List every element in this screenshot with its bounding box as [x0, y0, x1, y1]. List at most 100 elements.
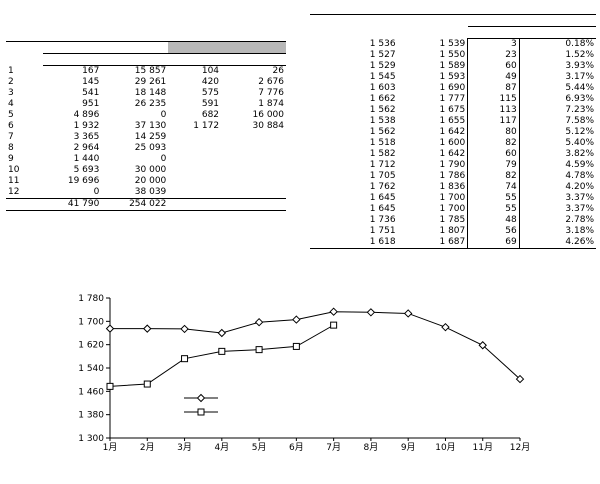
diff-cell: 79 — [467, 160, 520, 171]
mom-cell: 3.37% — [518, 204, 596, 215]
x-tick-label: 8月 — [364, 442, 379, 453]
market-cell — [310, 204, 319, 215]
y-tick-label: 1 780 — [78, 294, 104, 304]
total-row: 41 790 254 022 — [6, 198, 286, 211]
month-cell: 5 — [8, 110, 14, 120]
import-2008-cell: 0 — [93, 187, 100, 197]
export-2008-cell: 38 039 — [134, 187, 167, 197]
export-2009-cell: 7 776 — [258, 88, 284, 98]
x-tick-label: 1月 — [103, 442, 118, 453]
x-tick-label: 11月 — [473, 442, 493, 453]
month-cell: 4 — [8, 99, 14, 109]
table-row: 1 527 1 550 23 1.52% — [310, 50, 596, 61]
type-cell — [319, 182, 328, 193]
col-export-2008 — [101, 53, 169, 66]
july-price-cell: 1 655 — [439, 116, 466, 126]
export-2009-cell — [221, 143, 286, 154]
import-2008-cell: 1 440 — [73, 154, 100, 164]
export-2009-cell — [221, 187, 286, 199]
export-2009-cell: 26 — [272, 66, 284, 76]
type-cell — [319, 39, 328, 51]
col-june-header — [329, 15, 398, 39]
june-price-cell: 1 545 — [369, 72, 396, 82]
export-2009-cell: 1 874 — [258, 99, 284, 109]
diff-cell: 87 — [467, 83, 520, 94]
export-2008-cell: 0 — [160, 154, 167, 164]
month-cell: 9 — [8, 154, 14, 164]
type-cell — [319, 193, 328, 204]
diff-cell: 60 — [467, 61, 520, 72]
type-cell — [319, 171, 328, 182]
export-2008-cell: 15 857 — [134, 66, 167, 76]
col-change-header — [467, 14, 596, 27]
june-price-cell: 1 529 — [369, 61, 396, 71]
x-tick-label: 4月 — [214, 442, 229, 453]
type-cell — [319, 83, 328, 94]
market-cell — [310, 105, 319, 116]
market-cell — [310, 72, 319, 83]
x-tick-label: 12月 — [510, 442, 530, 453]
export-2008-cell: 26 235 — [134, 99, 167, 109]
diff-cell: 82 — [467, 138, 520, 149]
june-price-cell: 1 762 — [369, 182, 396, 192]
y-tick-label: 1 380 — [78, 411, 104, 421]
month-cell: 11 — [8, 176, 20, 186]
import-2008-cell: 145 — [82, 77, 100, 87]
type-cell — [319, 149, 328, 160]
type-cell — [319, 127, 328, 138]
table-row: 1 662 1 777 115 6.93% — [310, 94, 596, 105]
export-2008-cell: 20 000 — [134, 176, 167, 186]
import-2009-cell: 591 — [201, 99, 220, 109]
mom-cell: 5.40% — [518, 138, 596, 149]
market-cell — [310, 50, 319, 61]
import-2009-cell: 104 — [201, 66, 220, 76]
x-tick-label: 9月 — [401, 442, 416, 453]
export-2008-cell: 0 — [160, 110, 167, 120]
june-price-cell: 1 662 — [369, 94, 396, 104]
col-import-2009 — [168, 53, 222, 66]
x-tick-label: 2月 — [140, 442, 155, 453]
market-cell — [310, 116, 319, 127]
market-cell — [310, 94, 319, 105]
table-row: 5 4 896 0 682 16 000 — [6, 110, 286, 121]
table-row: 4 951 26 235 591 1 874 — [6, 99, 286, 110]
import-2009-cell: 420 — [201, 77, 220, 87]
import-2008-cell: 167 — [82, 66, 100, 76]
june-price-cell: 1 538 — [369, 116, 396, 126]
import-2008-cell: 3 365 — [73, 132, 100, 142]
table-row: 1 712 1 790 79 4.59% — [310, 160, 596, 171]
mom-cell: 4.78% — [518, 171, 596, 182]
data-point — [329, 307, 338, 316]
import-2008-cell: 5 693 — [73, 165, 100, 175]
june-price-cell: 1 645 — [369, 193, 396, 203]
export-2009-cell — [221, 154, 286, 165]
june-price-cell: 1 536 — [369, 38, 396, 49]
table-row: 9 1 440 0 — [6, 154, 286, 165]
y-tick-label: 1 460 — [78, 387, 104, 397]
mom-cell: 5.12% — [518, 127, 596, 138]
data-point — [292, 342, 300, 350]
import-2009-cell — [168, 176, 221, 187]
table-row: 1 751 1 807 56 3.18% — [310, 226, 596, 237]
table-row: 1 529 1 589 60 3.93% — [310, 61, 596, 72]
table-row: 12 0 38 039 — [6, 187, 286, 199]
market-cell — [310, 171, 319, 182]
june-price-cell: 1 518 — [369, 138, 396, 148]
data-point — [515, 374, 525, 384]
july-price-cell: 1 550 — [439, 50, 466, 60]
july-price-cell: 1 642 — [439, 127, 466, 137]
total-label — [6, 198, 43, 211]
data-point — [255, 346, 263, 354]
data-point — [143, 380, 151, 388]
month-cell: 1 — [8, 65, 14, 76]
import-2009-cell — [168, 143, 221, 154]
import-2008-cell: 19 696 — [67, 176, 100, 186]
col-july-header — [398, 15, 468, 39]
diff-cell: 55 — [467, 193, 520, 204]
table-row: 1 618 1 687 69 4.26% — [310, 237, 596, 249]
export-2009-cell — [221, 165, 286, 176]
import-2009-cell — [168, 187, 221, 199]
june-price-cell: 1 712 — [369, 160, 396, 170]
export-2009-cell — [221, 132, 286, 143]
june-price-cell: 1 603 — [369, 83, 396, 93]
